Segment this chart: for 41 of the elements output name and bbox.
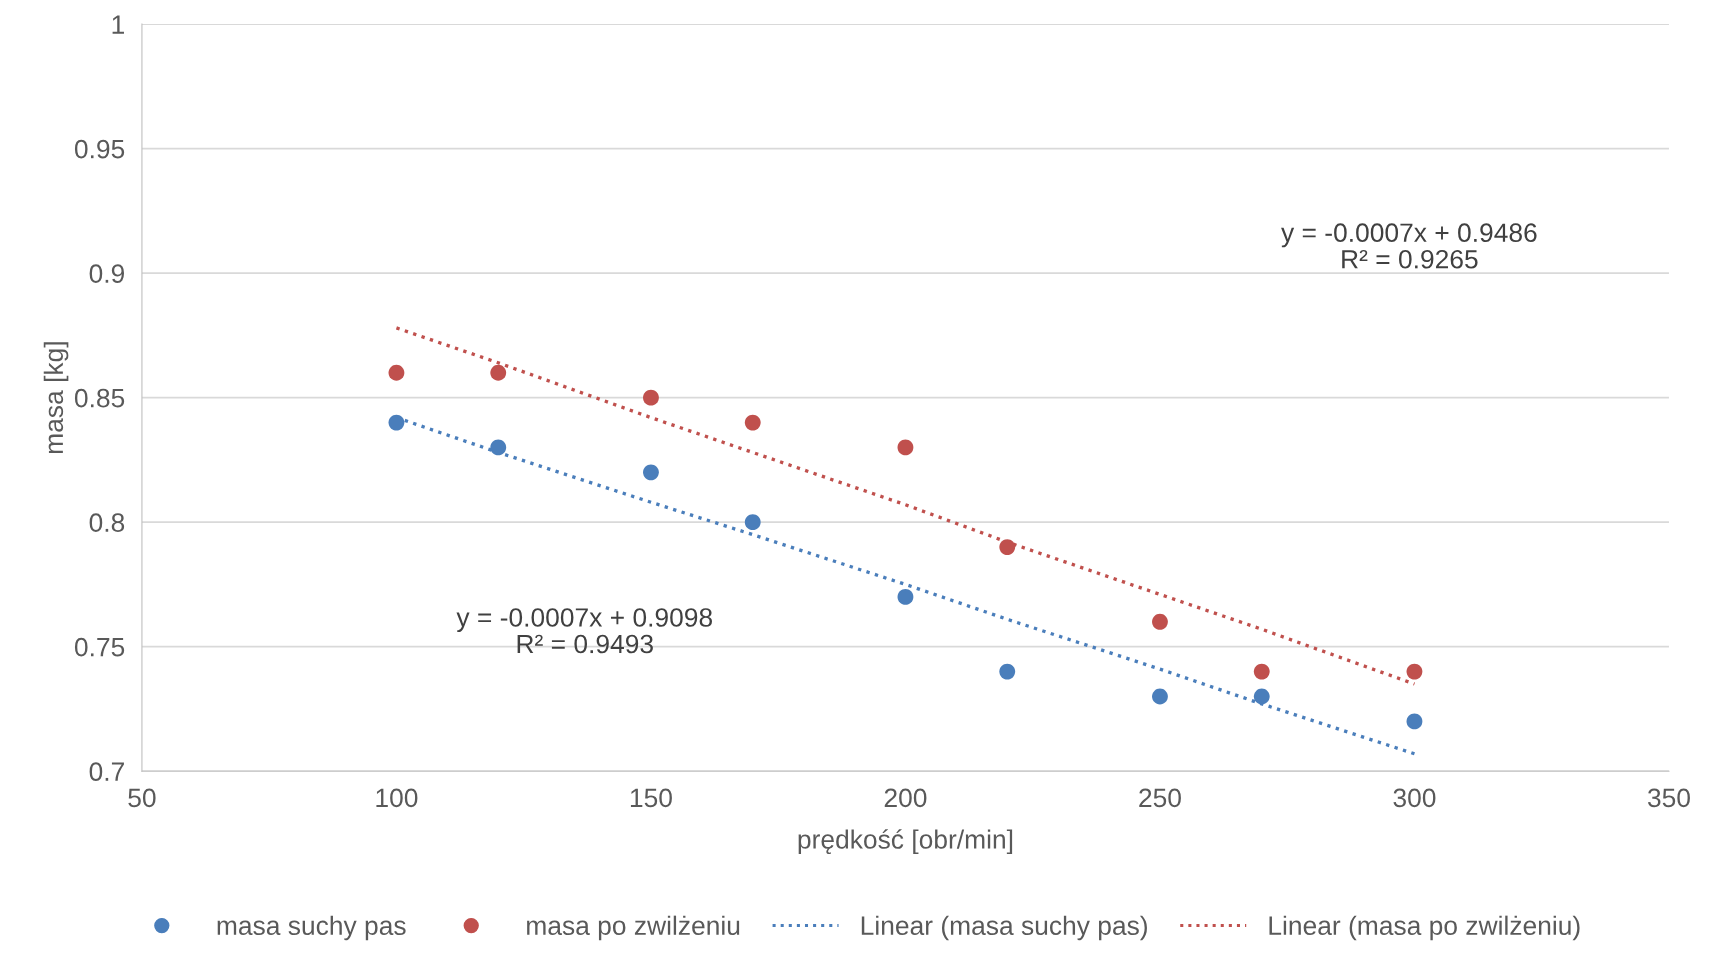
- annotation: y = -0.0007x + 0.9098 R² = 0.9493: [456, 608, 712, 654]
- point: [897, 588, 914, 605]
- y-tick-label: 1: [112, 15, 124, 34]
- point: [643, 464, 659, 481]
- point: [1406, 663, 1423, 680]
- x-tick-label: 150: [630, 788, 672, 808]
- point: [1152, 688, 1168, 705]
- point: [643, 389, 659, 406]
- point: [388, 364, 405, 381]
- point: [1253, 688, 1270, 705]
- legend-label: masa po zwilżeniu: [527, 915, 740, 941]
- annotation: y = -0.0007x + 0.9486 R² = 0.9265: [1281, 223, 1537, 269]
- point: [1253, 663, 1270, 680]
- point: [897, 439, 914, 456]
- point: [1152, 613, 1168, 630]
- point: [388, 414, 405, 431]
- x-axis-title: prędkość [obr/min]: [798, 829, 1013, 855]
- x-tick-label: 50: [128, 788, 156, 808]
- point: [1406, 713, 1423, 730]
- point: [999, 539, 1016, 555]
- point: [744, 514, 761, 531]
- y-tick-label: 0.7: [89, 762, 124, 782]
- point: [999, 663, 1016, 680]
- y-tick-label: 0.8: [89, 513, 125, 532]
- y-tick-label: 0.9: [89, 264, 125, 283]
- legend-label: masa suchy pas: [217, 915, 406, 941]
- point: [490, 439, 507, 456]
- legend-label: Linear (masa po zwilżeniu): [1269, 915, 1580, 941]
- legend-label: Linear (masa suchy pas): [861, 915, 1147, 941]
- x-tick-label: 200: [884, 788, 927, 808]
- x-tick-label: 100: [376, 788, 418, 808]
- line-series: [394, 326, 1417, 686]
- y-axis-title: masa [kg]: [43, 342, 69, 454]
- x-tick-label: 300: [1393, 788, 1436, 808]
- y-tick-label: 0.95: [74, 139, 125, 159]
- y-tick-label: 0.75: [74, 637, 125, 657]
- x-tick-label: 350: [1647, 788, 1690, 808]
- point: [744, 414, 761, 431]
- point: [490, 364, 507, 381]
- y-tick-label: 0.85: [74, 388, 125, 408]
- x-tick-label: 250: [1139, 788, 1181, 808]
